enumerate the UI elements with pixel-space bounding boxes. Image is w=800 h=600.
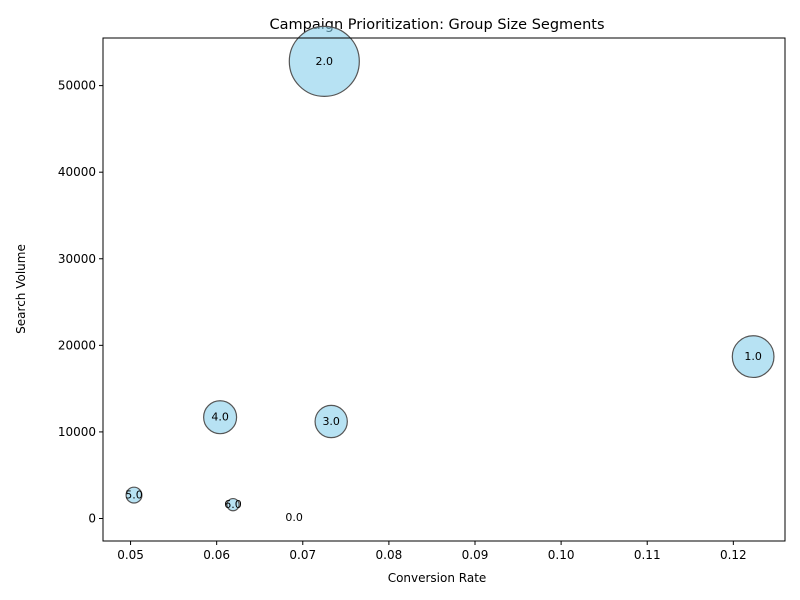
y-tick-label: 20000 [58, 338, 96, 352]
bubble-2 [288, 25, 360, 97]
x-tick-label: 0.07 [289, 548, 316, 562]
x-tick-label: 0.09 [462, 548, 489, 562]
y-tick-label: 30000 [58, 252, 96, 266]
y-axis: 0 10000 20000 30000 40000 50000 [58, 79, 103, 525]
plot-area-frame [102, 37, 786, 542]
y-tick-label: 40000 [58, 165, 96, 179]
bubble-6 [226, 497, 240, 512]
y-tick-label: 10000 [58, 425, 96, 439]
bubble-1 [731, 335, 775, 379]
bubble-label-5: 5.0 [125, 489, 143, 502]
chart-title: Campaign Prioritization: Group Size Segm… [269, 17, 604, 33]
bubble-label-6: 6.0 [224, 498, 242, 511]
x-tick-label: 0.06 [203, 548, 230, 562]
bubble-label-2: 2.0 [316, 55, 334, 68]
x-tick-label: 0.11 [634, 548, 661, 562]
x-tick-label: 0.10 [548, 548, 575, 562]
y-tick-label: 0 [88, 511, 96, 525]
bubble-4 [203, 400, 238, 435]
bubble-layer: 0.0 1.0 2.0 3.0 4.0 5.0 6.0 [125, 25, 775, 524]
x-tick-label: 0.08 [376, 548, 403, 562]
bubble-5 [125, 486, 143, 504]
bubble-label-4: 4.0 [211, 411, 229, 424]
x-axis-label: Conversion Rate [388, 571, 487, 585]
y-axis-label: Search Volume [14, 244, 28, 334]
y-tick-label: 50000 [58, 79, 96, 93]
x-axis: 0.05 0.06 0.07 0.08 0.09 0.10 0.11 0.12 [117, 541, 747, 562]
bubble-label-1: 1.0 [744, 350, 762, 363]
bubble-label-0: 0.0 [285, 511, 303, 524]
bubble-3 [314, 404, 348, 439]
x-tick-label: 0.12 [720, 548, 747, 562]
x-tick-label: 0.05 [117, 548, 144, 562]
bubble-label-3: 3.0 [322, 415, 340, 428]
